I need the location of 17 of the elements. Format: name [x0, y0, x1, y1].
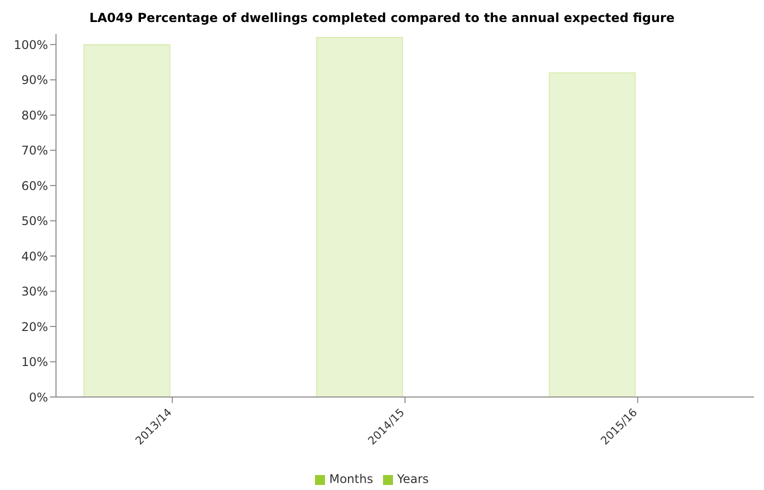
y-tick-label: 40%: [21, 249, 48, 264]
y-tick-label: 60%: [21, 178, 48, 193]
y-tick-label: 0%: [28, 390, 48, 404]
legend-label: Years: [397, 472, 429, 486]
chart-title: LA049 Percentage of dwellings completed compared to the annual expected figure: [88, 9, 676, 27]
bar: [83, 44, 170, 397]
y-tick-label: 50%: [21, 214, 48, 228]
legend-label: Months: [329, 472, 374, 486]
y-tick-label: 20%: [21, 320, 48, 334]
y-tick-label: 80%: [21, 108, 48, 122]
bar: [548, 72, 636, 397]
y-tick-label: 30%: [21, 284, 48, 299]
y-tick-label: 100%: [14, 38, 48, 52]
y-tick-label: 10%: [21, 355, 48, 370]
y-tick-label: 90%: [21, 73, 48, 88]
bar: [316, 37, 404, 397]
y-tick-label: 70%: [21, 144, 48, 158]
